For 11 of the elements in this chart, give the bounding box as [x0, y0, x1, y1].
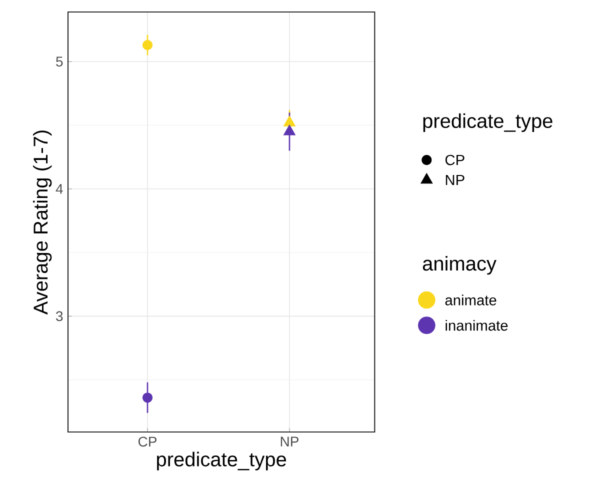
text: predicate_type: [423, 113, 552, 132]
y-tick-label: 3: [56, 311, 63, 322]
y-tick-label: 4: [56, 184, 63, 194]
y-tick-label: 5: [56, 56, 63, 67]
category-label: NP: [446, 174, 464, 186]
text: animacy: [422, 256, 496, 275]
legend-label: animate: [445, 294, 496, 306]
y-axis-title: Average Rating (1-7): [33, 130, 52, 315]
category-label: CP: [445, 154, 464, 166]
x-axis-title: predicate_type: [157, 452, 286, 470]
legend-label: inanimate: [446, 320, 508, 331]
